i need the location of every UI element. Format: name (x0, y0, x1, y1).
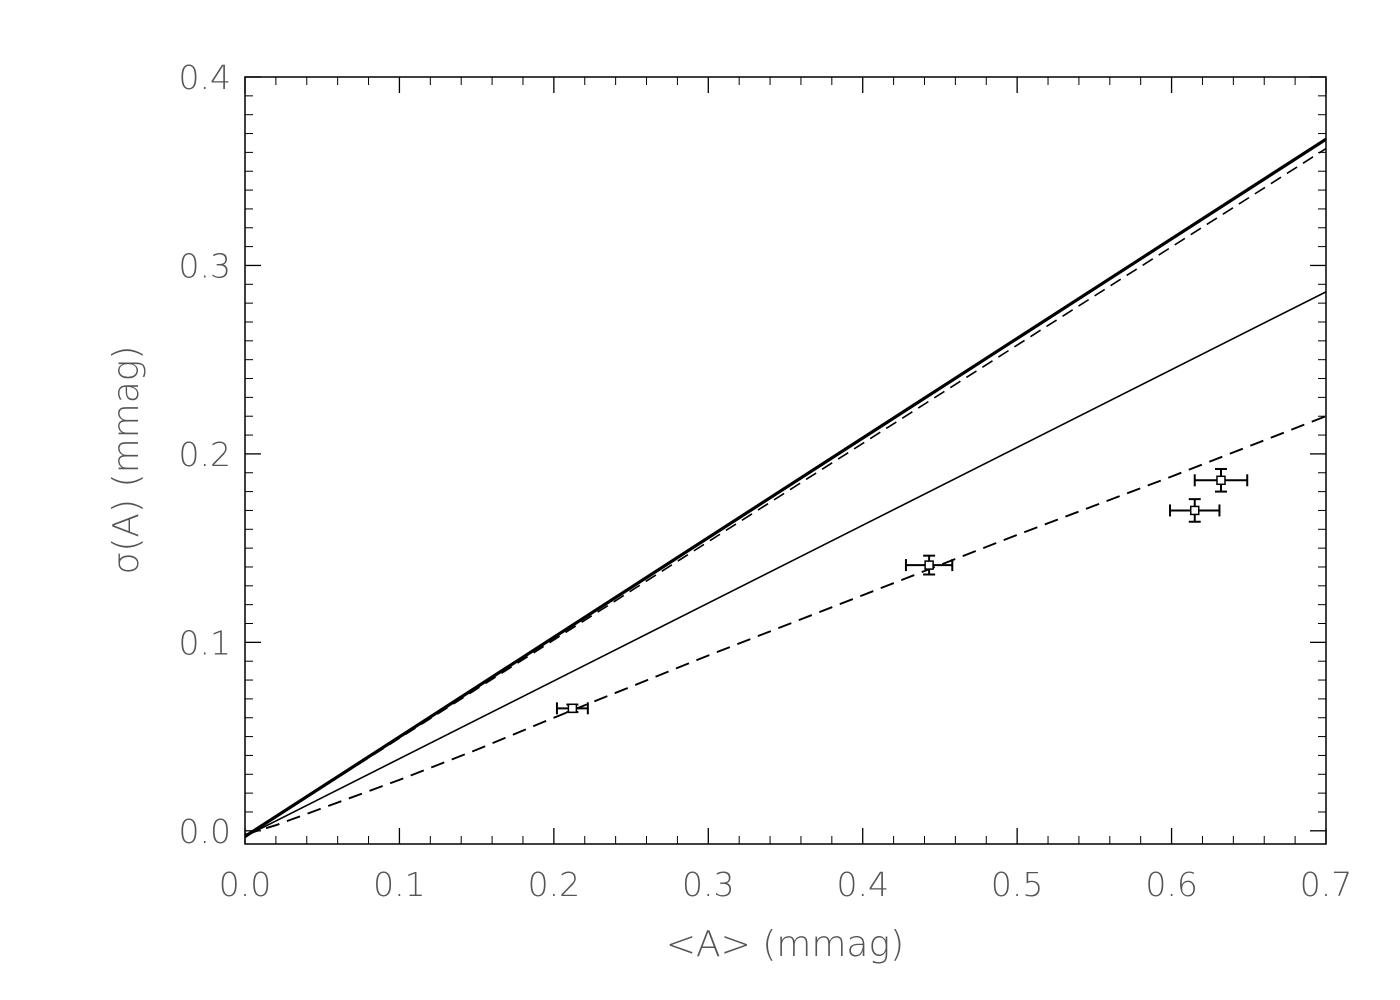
axis-ticks (244, 76, 1327, 844)
point-marker (567, 703, 578, 714)
point-marker (924, 560, 934, 570)
series-line-dashed-curve (245, 415, 1326, 836)
y-tick-label: 0.1 (179, 623, 231, 662)
plot-frame (244, 76, 1327, 845)
x-tick-label: 0.5 (991, 865, 1043, 904)
y-axis-label: σ(A) (mmag) (106, 346, 147, 575)
x-tick-label: 0.2 (528, 865, 580, 904)
series-line-dashed (245, 147, 1326, 838)
data-point (904, 554, 954, 576)
y-tick-label: 0.2 (179, 435, 231, 474)
point-marker (1189, 505, 1200, 516)
x-tick-label: 0.4 (836, 865, 888, 904)
point-marker (1216, 475, 1226, 486)
data-point (1169, 498, 1221, 523)
x-tick-label: 0.7 (1300, 865, 1352, 904)
x-tick-label: 0.6 (1145, 865, 1197, 904)
tick-labels: 0.0 0.1 0.2 0.3 0.4 0.5 0.6 0.7 0.0 0.1 0.2 0.3 0.4 (179, 58, 1353, 904)
data-point (555, 702, 589, 715)
x-axis-label: <A> (mmag) (666, 924, 904, 965)
series-line-thick-solid (245, 137, 1326, 838)
data-point (1193, 467, 1249, 493)
y-tick-label: 0.3 (179, 246, 231, 285)
x-tick-label: 0.3 (682, 865, 734, 904)
series-line-thin-solid (245, 291, 1326, 838)
x-tick-label: 0.1 (373, 865, 425, 904)
y-tick-label: 0.4 (179, 58, 231, 97)
x-tick-label: 0.0 (219, 865, 271, 904)
y-tick-label: 0.0 (179, 812, 231, 851)
plot-area (245, 137, 1326, 838)
